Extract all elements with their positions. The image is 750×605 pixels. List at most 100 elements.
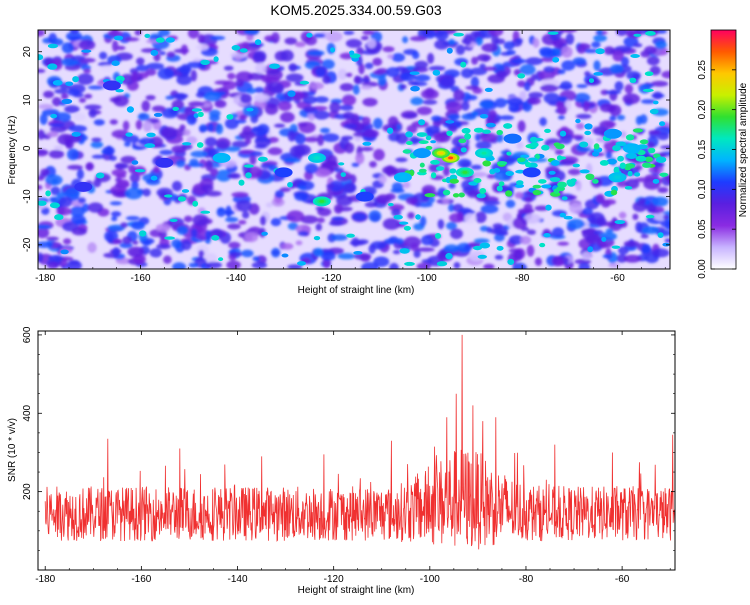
heatmap-cell [532, 184, 542, 189]
heatmap-cell [349, 50, 355, 56]
heatmap-cell [410, 85, 420, 92]
heatmap-cell [503, 123, 513, 129]
heatmap-cell [605, 150, 613, 160]
heatmap-hotspot [419, 151, 425, 155]
heatmap-cell [424, 193, 436, 198]
heatmap-cell [285, 73, 304, 82]
heatmap-cell [542, 228, 551, 235]
heatmap-hotspot [219, 156, 225, 160]
heatmap-cell [613, 166, 620, 174]
heatmap-cell [71, 131, 81, 137]
heatmap-cell [85, 162, 94, 171]
heatmap-cell [440, 76, 456, 88]
heatmap-cell [226, 260, 241, 269]
colorbar-tick-label: 0.25 [697, 60, 708, 80]
heatmap-cell [539, 47, 553, 56]
heatmap-cell [117, 179, 130, 187]
heatmap-cell [473, 178, 482, 183]
heatmap-cell [270, 218, 282, 227]
heatmap-cell [197, 34, 205, 44]
heatmap-cell [84, 104, 102, 110]
heatmap-cell [164, 236, 176, 240]
heatmap-cell [60, 249, 69, 255]
heatmap-cell [157, 67, 175, 80]
heatmap-cell [567, 168, 581, 176]
colorbar-tick-label: 0.20 [697, 99, 708, 119]
heatmap-cell [369, 161, 377, 168]
heatmap-cell [645, 214, 655, 219]
heatmap-cell [340, 172, 346, 178]
snr-ytick-label: 600 [22, 326, 33, 343]
heatmap-cell [71, 227, 87, 236]
heatmap-cell [218, 257, 224, 262]
heatmap-cell [111, 60, 120, 66]
heatmap-cell [624, 186, 633, 190]
heatmap-cell [665, 174, 670, 183]
heatmap-cell [418, 119, 426, 126]
heatmap-cell [442, 198, 450, 204]
heatmap-cell [593, 34, 607, 42]
heatmap-cell [553, 188, 560, 194]
heatmap-cell [287, 130, 296, 142]
heatmap-cell [657, 187, 669, 193]
heatmap-cell [231, 191, 249, 198]
heatmap-cell [261, 74, 270, 83]
heatmap-cell [372, 57, 383, 66]
heatmap-cell [582, 207, 593, 216]
heatmap-cell [480, 132, 498, 143]
heatmap-cell [448, 203, 455, 212]
snr-xtick-label: -120 [324, 574, 344, 585]
heatmap-cell [608, 263, 620, 268]
heatmap-cell [545, 204, 552, 211]
heatmap-cell [107, 30, 123, 37]
heatmap-cell [514, 191, 524, 199]
heatmap-cell [307, 50, 325, 56]
heatmap-cell [45, 174, 63, 186]
heatmap-cell [642, 88, 654, 92]
heatmap-cell [391, 53, 406, 62]
heatmap-cell [355, 152, 365, 165]
snr-background [38, 331, 675, 570]
heatmap-cell [153, 166, 160, 173]
heatmap-cell [38, 241, 54, 248]
heatmap-cell [329, 180, 344, 192]
heatmap-cell [150, 49, 159, 56]
heatmap-cell [205, 159, 214, 172]
snr-xtick-label: -100 [420, 574, 440, 585]
heatmap-cell [461, 127, 471, 134]
heatmap-cell [87, 202, 104, 213]
heatmap-cell [107, 224, 126, 232]
heatmap-cell [391, 182, 404, 192]
heatmap-cell [240, 93, 252, 104]
heatmap-cell [186, 136, 198, 145]
heatmap-cell [585, 233, 602, 245]
heatmap-cell [61, 58, 78, 67]
heatmap-cell [621, 56, 629, 67]
heatmap-cell [430, 172, 437, 179]
heatmap-cell [612, 145, 621, 152]
heatmap-cell [72, 76, 79, 83]
heatmap-cell [617, 155, 624, 162]
heatmap-cell [187, 30, 200, 39]
heatmap-cell [321, 59, 335, 70]
heatmap-cell [646, 141, 655, 149]
heatmap-cell [304, 163, 319, 174]
heatmap-cell [244, 30, 259, 35]
heatmap-cell [46, 131, 59, 138]
heatmap-cell [582, 100, 590, 112]
heatmap-xtick-label: -140 [226, 273, 246, 284]
heatmap-cell [421, 235, 434, 246]
heatmap-cell [395, 238, 405, 245]
heatmap-cell [364, 201, 378, 208]
heatmap-cell [603, 199, 616, 205]
heatmap-cell [528, 92, 544, 99]
heatmap-cell [657, 132, 670, 141]
heatmap-cell [102, 146, 115, 156]
heatmap-cell [289, 145, 306, 158]
heatmap-cell [38, 200, 47, 206]
heatmap-ytick-label: -10 [22, 189, 33, 204]
heatmap-cell [409, 35, 427, 42]
heatmap-cell [362, 30, 375, 35]
heatmap-cell [135, 119, 143, 130]
snr-series-line [44, 334, 675, 550]
